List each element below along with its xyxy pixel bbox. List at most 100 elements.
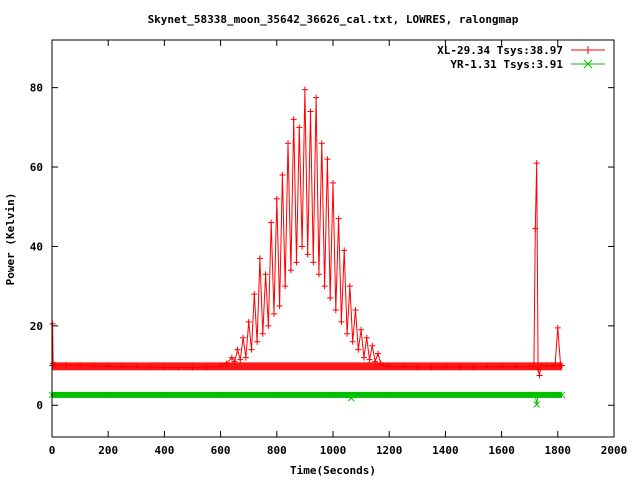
- series-2: [48, 391, 566, 408]
- data-point: [77, 362, 84, 369]
- data-point: [234, 346, 241, 353]
- data-point: [344, 330, 351, 337]
- data-point: [327, 295, 334, 302]
- y-axis-label: Power (Kelvin): [4, 193, 17, 286]
- x-tick-label: 600: [211, 444, 231, 457]
- data-point: [554, 324, 561, 331]
- data-point: [584, 46, 592, 54]
- data-point: [104, 391, 112, 399]
- data-point: [355, 346, 362, 353]
- data-point: [372, 358, 379, 365]
- data-point: [484, 363, 491, 370]
- x-tick-label: 200: [98, 444, 118, 457]
- data-point: [559, 362, 566, 369]
- plot-area: [48, 86, 566, 408]
- data-point: [279, 171, 286, 178]
- data-point: [366, 356, 373, 363]
- data-point: [315, 271, 322, 278]
- x-tick-label: 2000: [601, 444, 628, 457]
- data-point: [512, 363, 519, 370]
- x-tick-label: 1000: [320, 444, 347, 457]
- data-point: [231, 358, 238, 365]
- data-point: [535, 366, 542, 373]
- data-point: [299, 243, 306, 250]
- data-point: [240, 334, 247, 341]
- data-point: [262, 271, 269, 278]
- data-point: [265, 322, 272, 329]
- data-point: [133, 364, 140, 371]
- data-point: [332, 306, 339, 313]
- data-point: [217, 363, 224, 370]
- data-point: [363, 334, 370, 341]
- data-point: [414, 364, 421, 371]
- chart-title: Skynet_58338_moon_35642_36626_cal.txt, L…: [148, 13, 519, 26]
- series-1: [49, 86, 566, 379]
- data-point: [442, 364, 449, 371]
- y-tick-label: 40: [30, 240, 43, 253]
- data-point: [119, 363, 126, 370]
- data-point: [301, 86, 308, 93]
- data-point: [498, 391, 505, 399]
- data-point: [248, 346, 255, 353]
- data-point: [287, 267, 294, 274]
- data-point: [341, 247, 348, 254]
- data-point: [456, 364, 463, 371]
- data-point: [290, 116, 297, 123]
- data-point: [251, 291, 258, 298]
- x-tick-label: 1800: [545, 444, 572, 457]
- data-point: [245, 318, 252, 325]
- data-point: [369, 342, 376, 349]
- x-tick-label: 400: [154, 444, 174, 457]
- x-tick-label: 800: [267, 444, 287, 457]
- data-point: [105, 363, 112, 370]
- data-point: [268, 219, 275, 226]
- data-point: [242, 354, 249, 361]
- data-point: [338, 318, 345, 325]
- data-point: [270, 310, 277, 317]
- data-point: [304, 251, 311, 258]
- data-point: [358, 326, 365, 333]
- data-point: [400, 363, 407, 370]
- x-tick-label: 1400: [432, 444, 459, 457]
- x-tick-label: 1600: [488, 444, 515, 457]
- series-line: [52, 394, 562, 405]
- data-point: [223, 360, 230, 367]
- data-point: [228, 354, 235, 361]
- series-line: [51, 89, 562, 376]
- data-point: [237, 356, 244, 363]
- data-point: [313, 94, 320, 101]
- data-point: [543, 362, 550, 369]
- data-point: [217, 391, 224, 399]
- data-point: [380, 362, 387, 369]
- y-tick-label: 20: [30, 320, 43, 333]
- x-axis-label: Time(Seconds): [290, 464, 376, 477]
- y-tick-label: 80: [30, 82, 43, 95]
- data-point: [307, 108, 314, 115]
- data-point: [526, 391, 534, 399]
- data-point: [533, 160, 540, 167]
- data-point: [374, 350, 381, 357]
- data-point: [189, 364, 196, 371]
- data-point: [63, 362, 70, 369]
- data-point: [273, 195, 280, 202]
- data-point: [352, 306, 359, 313]
- series-noise-band: [52, 362, 563, 371]
- data-point: [324, 156, 331, 163]
- data-point: [386, 363, 393, 370]
- data-point: [318, 140, 325, 147]
- data-point: [530, 363, 537, 370]
- data-point: [532, 225, 539, 232]
- data-point: [161, 364, 168, 371]
- axes: 0 200 400 600 800 1000 1200 1400 1600 1800 2000 0 20…: [30, 40, 628, 457]
- data-point: [442, 391, 449, 399]
- data-point: [161, 391, 168, 399]
- data-point: [51, 361, 58, 368]
- data-point: [321, 283, 328, 290]
- data-point: [256, 255, 263, 262]
- data-point: [285, 140, 292, 147]
- data-point: [349, 391, 357, 399]
- legend-label: XL-29.34 Tsys:38.97: [437, 44, 563, 57]
- data-point: [254, 338, 261, 345]
- data-point: [296, 124, 303, 131]
